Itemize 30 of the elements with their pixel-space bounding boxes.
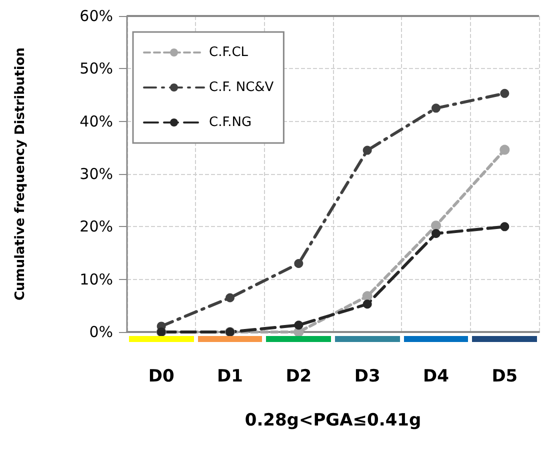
x-tick-label: D5 — [492, 366, 518, 386]
point — [500, 88, 510, 98]
point — [226, 293, 234, 302]
y-tick-label: 40% — [80, 112, 113, 130]
legend-label: C.F.NG — [209, 115, 252, 130]
point — [500, 222, 510, 232]
point — [362, 146, 372, 155]
y-tick-label: 20% — [80, 218, 113, 236]
y-tick-label: 10% — [80, 270, 113, 288]
x-tick-label: D1 — [217, 366, 243, 386]
x-axis-title: 0.28g<PGA≤0.41g — [244, 410, 422, 430]
point — [362, 300, 372, 309]
x-tick-label: D4 — [423, 366, 450, 386]
x-tick-label: D3 — [354, 366, 380, 386]
legend-label: C.F.CL — [209, 45, 249, 60]
y-tick-label: 0% — [89, 323, 113, 341]
point — [362, 291, 372, 302]
point — [294, 259, 304, 268]
x-tick-label: D0 — [148, 366, 174, 386]
y-axis-title: Cumulative frequency Distribution — [13, 47, 28, 301]
y-tick-label: 50% — [80, 60, 113, 78]
point — [500, 144, 510, 155]
y-tick-label: 30% — [80, 165, 113, 183]
x-tick-label: D2 — [286, 366, 312, 386]
legend-label: C.F. NC&V — [209, 80, 274, 95]
point — [432, 229, 440, 238]
y-tick-label: 60% — [80, 7, 113, 25]
point — [431, 220, 441, 231]
point — [294, 320, 304, 330]
point — [432, 104, 440, 113]
